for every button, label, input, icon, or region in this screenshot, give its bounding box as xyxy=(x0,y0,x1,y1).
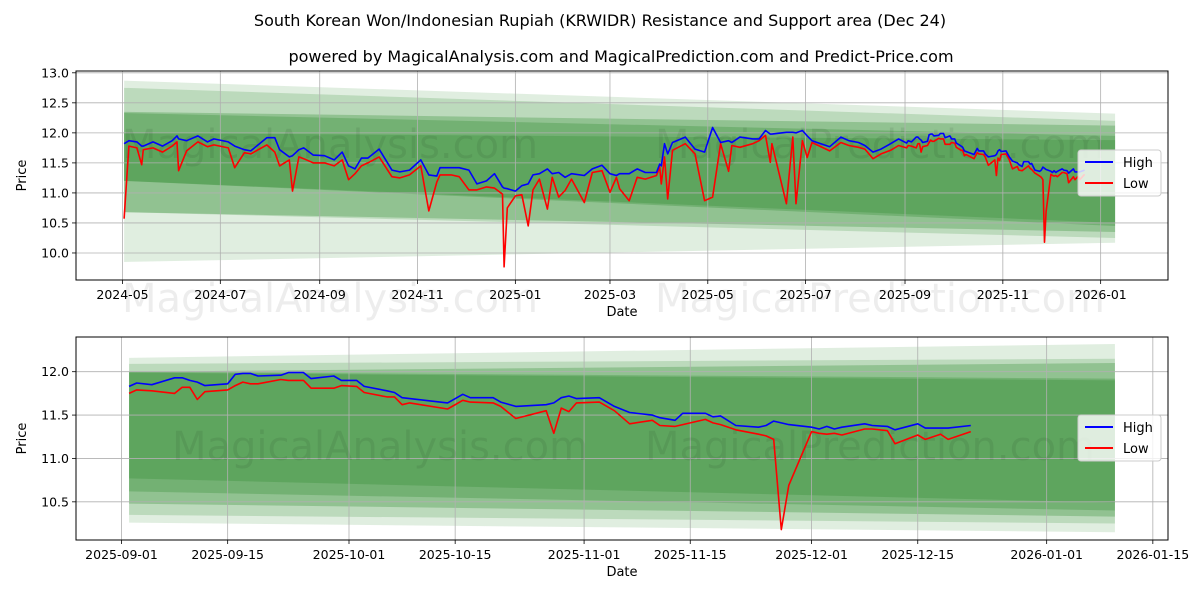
x-tick-label: 2025-10-15 xyxy=(419,547,492,562)
legend: High Low xyxy=(1077,414,1162,462)
legend-low-label: Low xyxy=(1123,177,1149,192)
watermark: MagicalPrediction.com xyxy=(655,122,1105,168)
y-tick-label: 12.0 xyxy=(41,125,69,140)
x-tick-label: 2024-07 xyxy=(194,287,246,302)
x-tick-label: 2025-09 xyxy=(879,287,931,302)
x-tick-label: 2025-10-01 xyxy=(313,547,386,562)
x-tick-label: 2026-01-15 xyxy=(1117,547,1190,562)
watermark: MagicalPrediction.com xyxy=(645,424,1095,470)
x-tick-label: 2025-12-15 xyxy=(881,547,954,562)
watermark: MagicalAnalysis.com xyxy=(172,424,588,470)
x-tick-label: 2025-07 xyxy=(779,287,831,302)
legend-low-label: Low xyxy=(1123,442,1149,457)
y-tick-label: 12.0 xyxy=(41,364,69,379)
top-chart: 2024-05 2024-07 2024-09 2024-11 2025-01 2025-… xyxy=(15,65,1169,322)
y-tick-label: 12.5 xyxy=(41,95,69,110)
y-tick-label: 10.5 xyxy=(41,215,69,230)
x-axis-label: Date xyxy=(606,565,637,580)
high-series-line xyxy=(123,126,1085,192)
x-tick-label: 2024-05 xyxy=(96,287,148,302)
x-tick-label: 2025-12-01 xyxy=(775,547,848,562)
y-tick-label: 11.5 xyxy=(41,155,69,170)
chart-title: South Korean Won/Indonesian Rupiah (KRWI… xyxy=(254,11,946,30)
watermark: MagicalPrediction.com xyxy=(655,276,1105,322)
axes-frame xyxy=(75,336,1169,541)
legend-high-label: High xyxy=(1123,156,1153,171)
x-tick-label: 2026-01 xyxy=(1075,287,1127,302)
axes-frame xyxy=(75,70,1169,281)
watermark: MagicalAnalysis.com xyxy=(122,122,538,168)
x-tick-label: 2025-03 xyxy=(584,287,636,302)
y-axis-label: Price xyxy=(15,423,30,455)
watermark: MagicalAnalysis.com xyxy=(122,276,538,322)
high-series-line xyxy=(128,371,971,431)
resistance-support-band xyxy=(129,372,1115,503)
y-tick-label: 10.5 xyxy=(41,494,69,509)
x-tick-label: 2024-09 xyxy=(294,287,346,302)
y-tick-label: 11.0 xyxy=(41,185,69,200)
resistance-support-band xyxy=(129,363,1115,517)
y-tick-label: 13.0 xyxy=(41,65,69,80)
bottom-chart: 2025-09-01 2025-09-15 2025-10-01 2025-10-15… xyxy=(15,336,1190,580)
legend-high-label: High xyxy=(1123,421,1153,436)
resistance-support-band xyxy=(129,343,1115,533)
x-tick-label: 2025-11 xyxy=(977,287,1029,302)
resistance-support-band xyxy=(124,113,1116,226)
resistance-support-band xyxy=(129,358,1115,524)
resistance-support-band xyxy=(124,111,1116,232)
x-tick-label: 2025-01 xyxy=(489,287,541,302)
y-axis-label: Price xyxy=(15,160,30,192)
x-axis-label: Date xyxy=(606,305,637,320)
low-series-line xyxy=(123,134,1086,268)
y-tick-label: 11.5 xyxy=(41,408,69,423)
x-tick-label: 2024-11 xyxy=(391,287,443,302)
x-tick-label: 2025-05 xyxy=(682,287,734,302)
resistance-support-band xyxy=(124,80,1116,262)
x-tick-label: 2026-01-01 xyxy=(1010,547,1083,562)
x-tick-label: 2025-09-15 xyxy=(191,547,264,562)
y-tick-label: 10.0 xyxy=(41,245,69,260)
legend: High Low xyxy=(1077,149,1162,197)
x-tick-label: 2025-11-15 xyxy=(654,547,727,562)
low-series-line xyxy=(128,378,972,531)
chart-subtitle: powered by MagicalAnalysis.com and Magic… xyxy=(288,47,953,66)
resistance-support-band xyxy=(129,371,1115,511)
x-tick-label: 2025-11-01 xyxy=(548,547,621,562)
y-tick-label: 11.0 xyxy=(41,451,69,466)
x-tick-label: 2025-09-01 xyxy=(85,547,158,562)
